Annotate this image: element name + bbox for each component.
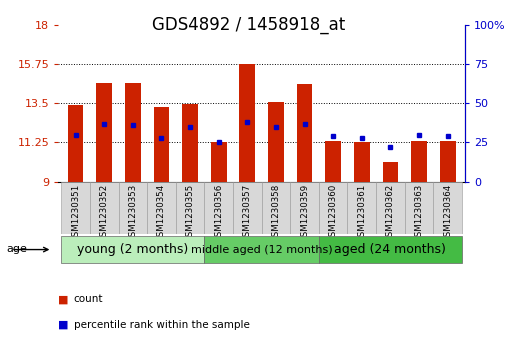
Bar (347, 182, 376, 234)
Bar (319, 182, 347, 234)
Bar (176, 182, 204, 234)
Bar (61, 236, 204, 264)
Bar (268, 102, 284, 182)
Text: GSM1230361: GSM1230361 (357, 184, 366, 242)
Text: count: count (74, 294, 103, 305)
Text: GSM1230355: GSM1230355 (185, 184, 195, 242)
Text: percentile rank within the sample: percentile rank within the sample (74, 320, 249, 330)
Text: ■: ■ (58, 320, 69, 330)
Bar (118, 182, 147, 234)
Text: GSM1230351: GSM1230351 (71, 184, 80, 242)
Bar (354, 142, 370, 182)
Text: GSM1230364: GSM1230364 (443, 184, 452, 242)
Bar (440, 141, 456, 182)
Bar (383, 162, 398, 182)
Bar (204, 236, 319, 264)
Text: young (2 months): young (2 months) (77, 243, 188, 256)
Bar (411, 141, 427, 182)
Text: ■: ■ (58, 294, 69, 305)
Text: GSM1230360: GSM1230360 (329, 184, 338, 242)
Text: middle aged (12 months): middle aged (12 months) (191, 245, 332, 254)
Bar (290, 182, 319, 234)
Bar (376, 182, 405, 234)
Text: GSM1230352: GSM1230352 (100, 184, 109, 242)
Bar (297, 83, 312, 182)
Text: aged (24 months): aged (24 months) (334, 243, 447, 256)
Bar (90, 182, 118, 234)
Bar (319, 236, 462, 264)
Bar (405, 182, 433, 234)
Bar (433, 182, 462, 234)
Text: GSM1230354: GSM1230354 (157, 184, 166, 242)
Text: GSM1230356: GSM1230356 (214, 184, 223, 242)
Text: GSM1230362: GSM1230362 (386, 184, 395, 242)
Bar (125, 83, 141, 182)
Text: GSM1230363: GSM1230363 (415, 184, 424, 242)
Text: GSM1230359: GSM1230359 (300, 184, 309, 242)
Text: age: age (7, 244, 27, 254)
Bar (325, 141, 341, 182)
Bar (61, 182, 90, 234)
Bar (204, 182, 233, 234)
Bar (68, 105, 83, 182)
Text: GSM1230357: GSM1230357 (243, 184, 252, 242)
Text: GDS4892 / 1458918_at: GDS4892 / 1458918_at (152, 16, 345, 34)
Bar (97, 83, 112, 182)
Text: GSM1230353: GSM1230353 (129, 184, 137, 242)
Bar (239, 65, 255, 182)
Bar (153, 107, 169, 182)
Bar (211, 142, 227, 182)
Bar (262, 182, 290, 234)
Bar (233, 182, 262, 234)
Bar (182, 104, 198, 182)
Bar (147, 182, 176, 234)
Text: GSM1230358: GSM1230358 (271, 184, 280, 242)
